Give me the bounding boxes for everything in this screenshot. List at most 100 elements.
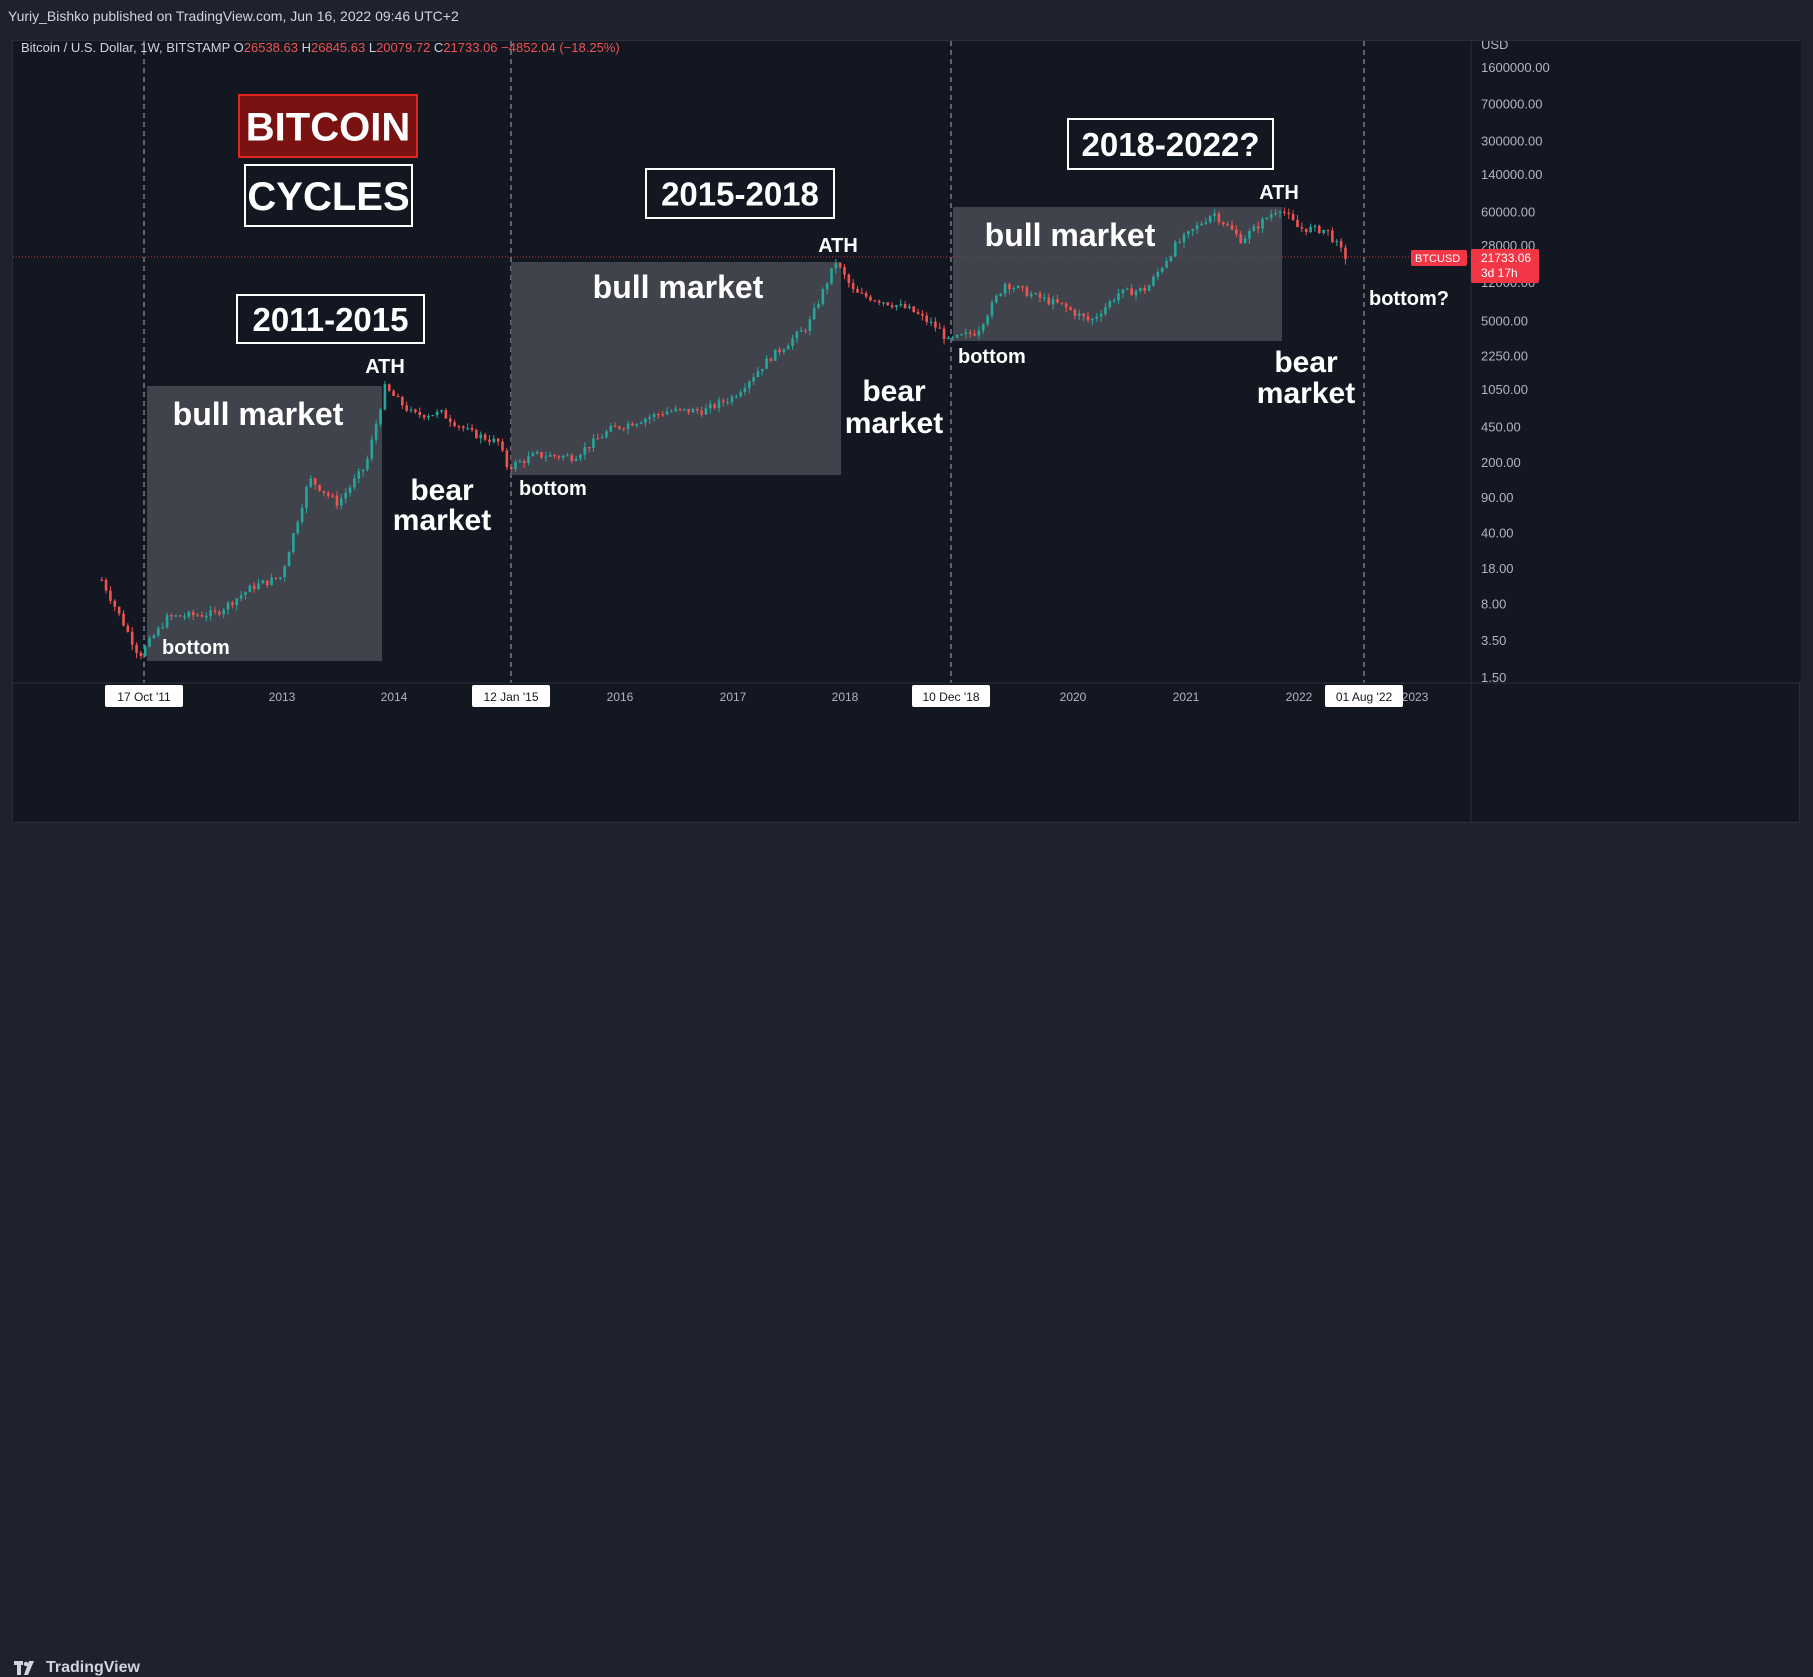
candle-body [895, 305, 898, 308]
candle-body [1200, 223, 1203, 226]
candle-body [760, 368, 764, 372]
candle-body [244, 592, 247, 596]
candle-body [700, 410, 703, 415]
candle-body [778, 349, 781, 352]
candle-body [357, 471, 361, 479]
candle-body [804, 330, 807, 332]
candle-body [322, 490, 326, 493]
candle-body [544, 456, 548, 458]
candle-body [1283, 211, 1286, 213]
candle-body [717, 400, 721, 408]
time-axis-tick: 2013 [269, 690, 296, 704]
candle-body [326, 492, 330, 496]
candle-body [366, 458, 369, 470]
price-axis-tick: 18.00 [1481, 561, 1514, 576]
price-axis-tick: 2250.00 [1481, 349, 1528, 364]
bear-market-label-2-line2: market [845, 407, 943, 440]
candle-body [396, 396, 400, 398]
candle-body [122, 613, 125, 626]
candle-body [730, 396, 734, 403]
candle-body [209, 610, 212, 617]
cycle-label-2015-2018-frame [645, 168, 835, 219]
candle-body [769, 358, 773, 361]
bull-market-label-3: bull market [985, 217, 1156, 253]
candle-body [1304, 228, 1308, 233]
candle-body [157, 627, 160, 636]
price-chart[interactable]: USD 1600000.00 700000.00 300000.00 140000.00… [13, 41, 1801, 824]
chart-panel[interactable]: USD 1600000.00 700000.00 300000.00 140000.00… [12, 40, 1801, 824]
candle-body [335, 495, 339, 506]
candle-body [453, 422, 456, 427]
candle-body [570, 455, 574, 461]
footer-bar: TradingView [0, 823, 1813, 1676]
price-axis-tick: 700000.00 [1481, 96, 1542, 111]
candle-body [1121, 289, 1125, 294]
candle-body [773, 349, 777, 361]
candle-body [313, 478, 317, 485]
candle-body [791, 338, 794, 346]
candle-body [161, 627, 165, 629]
time-axis-tick: 2021 [1173, 690, 1200, 704]
candle-body [1287, 212, 1291, 215]
candle-body [704, 408, 708, 415]
candle-body [213, 610, 217, 612]
candle-body [200, 615, 204, 617]
title-cycles: CYCLES [247, 175, 409, 219]
candle-body [1104, 307, 1107, 314]
candle-body [999, 293, 1003, 296]
candle-body [743, 388, 747, 392]
candle-body [908, 306, 911, 309]
candle-body [709, 404, 712, 409]
candle-body [661, 414, 665, 416]
candle-body [109, 590, 112, 601]
candle-body [977, 330, 981, 336]
candle-body [548, 454, 552, 457]
candle-body [1130, 288, 1133, 296]
candle-body [877, 300, 881, 303]
candle-body [1178, 242, 1181, 244]
candle-body [1204, 222, 1208, 224]
candle-body [600, 437, 604, 439]
symbol-legend[interactable]: Bitcoin / U.S. Dollar, 1W, BITSTAMP O265… [21, 41, 620, 55]
bear-market-label-1-line2: market [393, 504, 491, 537]
candle-body [496, 438, 500, 442]
candle-body [392, 390, 395, 397]
candle-body [296, 522, 300, 534]
candle-body [1335, 240, 1339, 243]
candle-body [587, 447, 591, 449]
candle-body [1269, 214, 1273, 218]
candle-body [348, 487, 352, 493]
candle-body [856, 288, 859, 293]
price-axis-tick: 1050.00 [1481, 382, 1528, 397]
tradingview-logo[interactable]: TradingView [14, 1659, 140, 1677]
candle-body [968, 332, 972, 334]
candle-body [274, 577, 278, 579]
time-axis-date-label: 10 Dec '18 [923, 690, 980, 704]
candle-body [1265, 217, 1269, 220]
candle-body [374, 424, 378, 440]
candle-body [626, 423, 630, 429]
candle-body [204, 616, 208, 618]
candle-body [812, 307, 816, 320]
candle-body [825, 283, 829, 290]
candle-body [239, 595, 243, 599]
candle-body [1313, 225, 1317, 227]
candle-body [248, 585, 252, 593]
candle-body [340, 498, 343, 506]
candle-body [444, 410, 448, 419]
candle-body [873, 300, 877, 302]
candle-body [639, 422, 643, 424]
candle-body [903, 304, 907, 309]
close-value: 21733.06 [443, 41, 501, 55]
candle-body [1252, 226, 1256, 232]
candle-body [869, 296, 872, 301]
candle-body [448, 418, 452, 423]
time-axis-tick: 2022 [1286, 690, 1313, 704]
candle-body [1187, 231, 1190, 235]
price-axis-tick: 60000.00 [1481, 204, 1535, 219]
candle-body [1173, 242, 1177, 257]
candle-body [531, 453, 535, 457]
time-axis-date-badge [1325, 685, 1403, 707]
candle-body [218, 611, 221, 615]
candle-body [713, 404, 716, 408]
